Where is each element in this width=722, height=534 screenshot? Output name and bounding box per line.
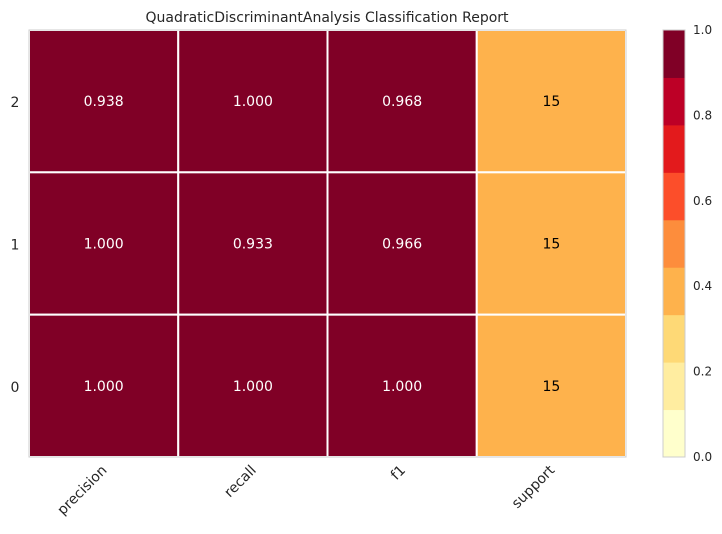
colorbar-tick-label: 1.0 [693,23,712,37]
colorbar-frame [662,29,686,458]
colorbar-segment [663,267,685,316]
colorbar-segment [663,362,685,411]
colorbar-tick-label: 0.0 [693,450,712,464]
y-tick-label: 2 [11,95,20,111]
heatmap-cell [177,171,329,316]
cell-value-label: 15 [542,379,560,395]
heatmap-cell [475,29,627,174]
colorbar-segment [663,124,685,173]
heatmap-cell [177,313,329,458]
x-tick-label: precision [54,463,110,519]
colorbar-segment [663,30,685,78]
colorbar-segment [663,314,685,363]
heatmap-cell [475,171,627,316]
cell-value-label: 1.000 [84,379,124,395]
cell-value-label: 0.938 [84,94,124,110]
colorbar-tick-label: 0.8 [693,108,712,122]
heatmap-cells: 0.938 1.000 0.968 15 1.000 0.933 0.966 15 1.000 1… [28,29,627,458]
x-tick-label: recall [221,463,259,501]
x-tick-label: support [509,462,559,512]
heatmap-cell [475,313,627,458]
heatmap-cell [28,171,180,316]
x-tick-labels: precision recall f1 support [54,462,558,518]
cell-value-label: 15 [542,94,560,110]
colorbar-segment [663,409,685,458]
cell-value-label: 1.000 [382,379,422,395]
colorbar-segment [663,77,685,126]
chart-title: QuadraticDiscriminantAnalysis Classifica… [145,10,509,26]
colorbar-tick-label: 0.4 [693,279,712,293]
colorbar-tick-label: 0.6 [693,194,712,208]
cell-value-label: 15 [542,237,560,253]
colorbar-segment [663,172,685,221]
y-tick-labels: 2 1 0 [11,95,20,396]
heatmap-cell [28,29,180,174]
cell-value-label: 1.000 [233,379,273,395]
plot-frame [28,29,627,458]
cell-value-label: 1.000 [233,94,273,110]
colorbar-segment [663,219,685,268]
cell-value-label: 0.966 [382,237,422,253]
cell-value-label: 1.000 [84,237,124,253]
cell-value-label: 0.968 [382,94,422,110]
heatmap-cell [177,29,329,174]
x-tick-label: f1 [388,463,409,484]
cell-value-label: 0.933 [233,237,273,253]
y-tick-label: 0 [11,380,20,396]
colorbar-tick-label: 0.2 [693,365,712,379]
y-tick-label: 1 [11,238,20,254]
colorbar: 0.0 0.2 0.4 0.6 0.8 1.0 [662,23,712,464]
